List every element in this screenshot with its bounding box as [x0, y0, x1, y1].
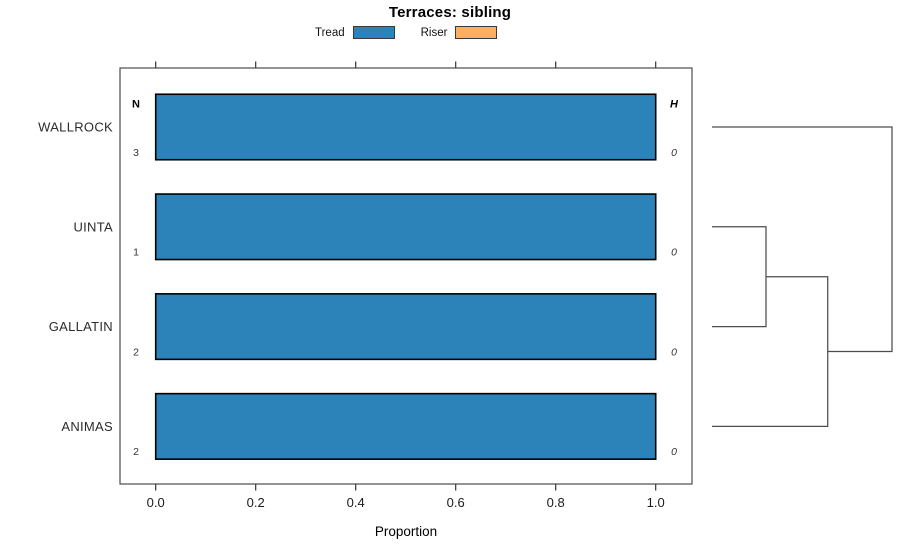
- bar-tread-wallrock: [154, 93, 657, 161]
- x-tick-label: 0.8: [547, 495, 565, 510]
- legend-item-tread: Tread: [315, 26, 395, 39]
- n-value-uinta: 1: [133, 247, 139, 259]
- chart-title: Terraces: sibling: [388, 4, 512, 21]
- h-value-animas: 0: [671, 446, 677, 458]
- category-label-gallatin: GALLATIN: [49, 319, 113, 334]
- h-value-wallrock: 0: [671, 147, 677, 159]
- n-value-wallrock: 3: [133, 147, 139, 159]
- n-value-gallatin: 2: [133, 346, 139, 358]
- category-label-wallrock: WALLROCK: [38, 120, 113, 135]
- x-tick-label: 1.0: [647, 495, 665, 510]
- x-tick-label: 0.6: [447, 495, 465, 510]
- legend-item-riser: Riser: [421, 26, 498, 39]
- legend-swatch-riser: [455, 26, 498, 39]
- h-column-header: H: [670, 98, 679, 110]
- h-value-uinta: 0: [671, 247, 677, 259]
- legend-label: Riser: [420, 26, 448, 39]
- x-tick-label: 0.0: [147, 495, 165, 510]
- dendrogram-link-2: [712, 276, 829, 428]
- legend-swatch-tread: [352, 26, 395, 39]
- category-label-uinta: UINTA: [73, 219, 113, 234]
- bar-tread-animas: [154, 392, 657, 460]
- legend-label: Tread: [315, 26, 345, 39]
- bar-tread-uinta: [154, 193, 657, 261]
- legend: Tread Riser: [315, 26, 498, 39]
- h-value-gallatin: 0: [671, 346, 677, 358]
- x-axis-label: Proportion: [374, 524, 438, 539]
- n-column-header: N: [132, 98, 140, 110]
- x-tick-label: 0.2: [247, 495, 265, 510]
- panel-border: [119, 67, 693, 485]
- x-tick-label: 0.4: [347, 495, 365, 510]
- n-value-animas: 2: [133, 446, 139, 458]
- dendrogram-link-3: [712, 126, 893, 353]
- dendrogram-link-1: [712, 226, 767, 328]
- category-label-animas: ANIMAS: [61, 419, 113, 434]
- bar-tread-gallatin: [154, 293, 657, 361]
